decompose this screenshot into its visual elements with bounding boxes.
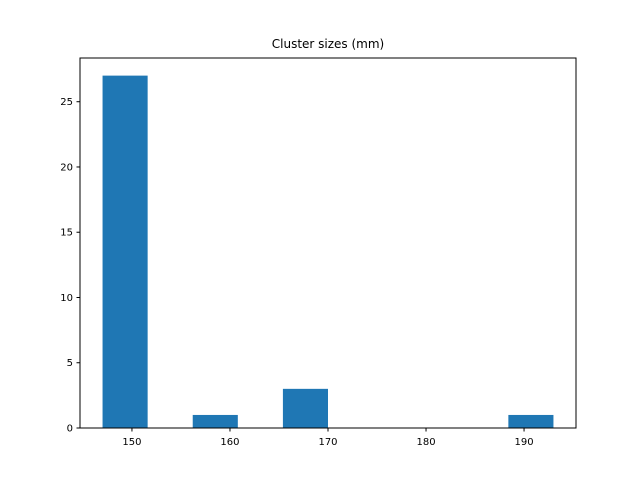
y-tick-label: 15	[60, 228, 73, 239]
histogram-bar-0	[102, 75, 148, 429]
chart-title: Cluster sizes (mm)	[272, 37, 384, 51]
y-tick-label: 20	[60, 162, 73, 173]
histogram-bar-2	[192, 414, 238, 428]
y-tick-label: 25	[60, 97, 73, 108]
x-tick-label: 160	[220, 437, 239, 448]
x-tick-label: 180	[416, 437, 435, 448]
x-axis: 150 160 170 180 190	[122, 428, 534, 448]
x-tick-label: 190	[515, 437, 534, 448]
x-tick-label: 150	[122, 437, 141, 448]
y-axis: 0 5 10 15 20 25	[60, 97, 80, 435]
bars-layer	[102, 75, 554, 429]
y-tick-label: 5	[67, 358, 73, 369]
x-tick-label: 170	[318, 437, 337, 448]
histogram-bar-9	[508, 414, 554, 428]
y-tick-label: 0	[67, 424, 73, 435]
y-tick-label: 10	[60, 293, 73, 304]
histogram-bar-4	[282, 388, 328, 428]
plot-frame	[79, 57, 577, 429]
